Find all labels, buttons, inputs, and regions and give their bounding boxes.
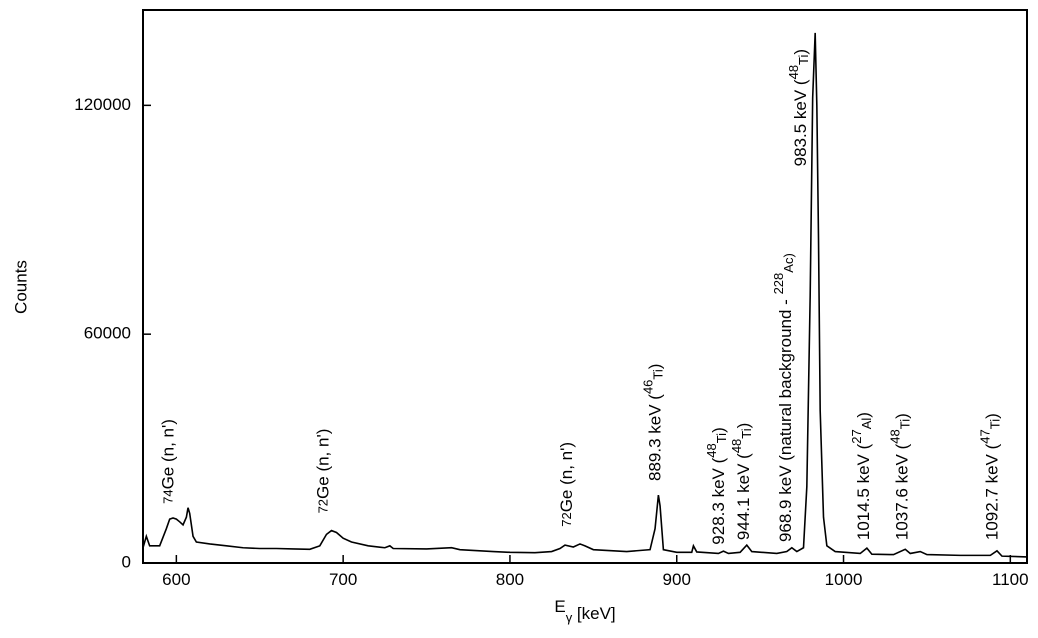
superscript: 228: [771, 273, 786, 295]
text-part: 944.1 keV (: [735, 453, 754, 540]
text-part: 889.3 keV (: [646, 394, 665, 481]
annotation: 1037.6 keV (48Ti): [888, 413, 913, 540]
annotation: 72Ge (n, n'): [557, 442, 576, 527]
y-tick-label: 0: [122, 552, 131, 571]
text-part: ): [646, 364, 665, 370]
annotation: 968.9 keV (natural background - 228Ac): [771, 253, 796, 542]
annotation: 889.3 keV (46Ti): [641, 364, 666, 481]
superscript: 27: [850, 429, 865, 443]
superscript: 47: [978, 429, 993, 443]
x-tick-label: 1000: [825, 570, 863, 589]
spectrum-line: [142, 32, 1028, 558]
text-part: ): [710, 427, 729, 433]
y-axis-label: Counts: [11, 260, 30, 314]
superscript: 48: [730, 439, 745, 453]
superscript: 48: [786, 65, 801, 79]
text-part: ): [791, 49, 810, 55]
annotation: 928.3 keV (48Ti): [705, 427, 730, 544]
text-part: ): [735, 423, 754, 429]
x-tick-label: 800: [496, 570, 524, 589]
plot-frame: [142, 9, 1028, 564]
superscript: 72: [559, 512, 574, 526]
text-part: 1014.5 keV (: [855, 443, 874, 540]
x-tick-label: 1100: [992, 570, 1029, 589]
text-part: 1092.7 keV (: [983, 443, 1002, 540]
text-part: Ge (n, n'): [314, 429, 333, 499]
subscript: Ti: [740, 428, 755, 438]
x-tick-label: 700: [329, 570, 357, 589]
y-tick-label: 60000: [84, 324, 131, 343]
text-part: 1037.6 keV (: [893, 443, 912, 540]
annotation: 1092.7 keV (47Ti): [978, 413, 1003, 540]
subscript: Ti: [715, 433, 730, 443]
text-part: ): [983, 413, 1002, 419]
text-part: E: [554, 597, 565, 616]
subscript: Ti: [898, 419, 913, 429]
annotation: 944.1 keV (48Ti): [730, 423, 755, 540]
text-part: Ge (n, n'): [159, 419, 178, 489]
subscript: Ti: [651, 369, 666, 379]
y-tick-label: 120000: [74, 95, 131, 114]
x-tick-label: 900: [663, 570, 691, 589]
text-part: ): [893, 413, 912, 419]
text-part: 928.3 keV (: [710, 457, 729, 544]
superscript: 74: [161, 489, 176, 503]
text-part: Ge (n, n'): [557, 442, 576, 512]
subscript: Al: [860, 418, 875, 430]
annotation: 1014.5 keV (27Al): [850, 412, 875, 540]
text-part: [keV]: [572, 604, 615, 623]
superscript: 46: [641, 380, 656, 394]
text-part: ): [855, 412, 874, 418]
text-part: 968.9 keV (natural background -: [776, 294, 795, 542]
subscript: Ac): [781, 253, 796, 273]
x-tick-label: 600: [162, 570, 190, 589]
subscript: Ti: [796, 54, 811, 64]
subscript: γ: [566, 610, 573, 625]
x-axis-label: Eγ [keV]: [554, 597, 615, 625]
superscript: 72: [316, 499, 331, 513]
annotation: 74Ge (n, n'): [159, 419, 178, 504]
annotation: 72Ge (n, n'): [314, 429, 333, 514]
annotation: 983.5 keV (48Ti): [786, 49, 811, 166]
superscript: 48: [705, 443, 720, 457]
superscript: 48: [888, 429, 903, 443]
subscript: Ti: [988, 419, 1003, 429]
text-part: 983.5 keV (: [791, 79, 810, 166]
